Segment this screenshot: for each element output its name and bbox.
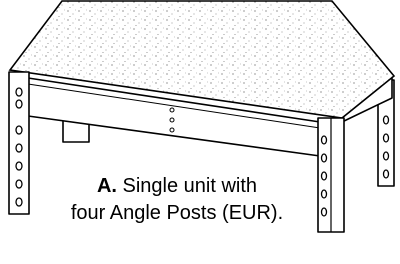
front-left-post <box>9 72 29 214</box>
caption-label: A. <box>97 175 117 197</box>
caption-line: four Angle Posts (EUR). <box>71 202 283 224</box>
shelf-drawing <box>9 1 394 232</box>
page: A. Single unit with four Angle Posts (EU… <box>0 0 400 264</box>
caption-text: Single unit with <box>123 175 258 197</box>
shelf-diagram: A. Single unit with four Angle Posts (EU… <box>0 0 400 264</box>
caption-line: A. Single unit with <box>97 175 257 197</box>
